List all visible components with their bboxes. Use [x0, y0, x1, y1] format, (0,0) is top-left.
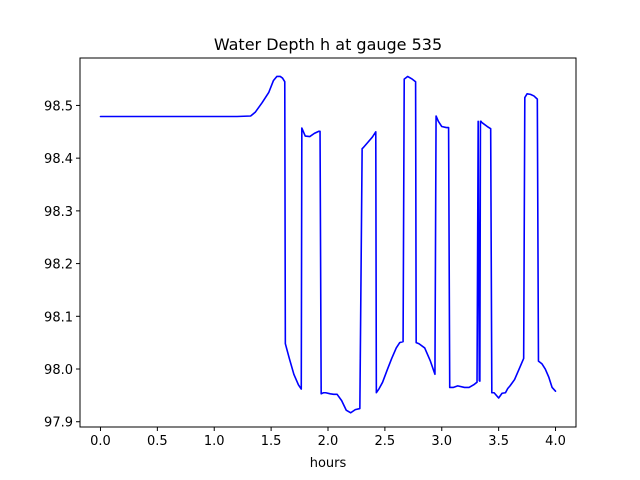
- x-tick-label: 3.5: [488, 434, 509, 449]
- y-tick-label: 98.2: [44, 258, 73, 273]
- series-line: [99, 75, 557, 414]
- x-axis-label: hours: [310, 456, 347, 471]
- y-tick-label: 97.9: [44, 416, 73, 431]
- x-tick-label: 0.5: [147, 434, 168, 449]
- y-tick-label: 98.1: [44, 310, 73, 325]
- chart-title: Water Depth h at gauge 535: [214, 35, 442, 54]
- y-tick-label: 98.3: [44, 205, 73, 220]
- series-layer: [99, 75, 557, 414]
- x-tick-label: 1.5: [261, 434, 282, 449]
- x-tick-label: 0.0: [90, 434, 111, 449]
- x-axis: 0.0 0.5 1.0 1.5 2.0 2.5 3.0 3.5 4.0: [90, 427, 566, 449]
- x-tick-label: 4.0: [545, 434, 566, 449]
- y-axis: 97.9 98.0 98.1 98.2 98.3 98.4 98.5: [44, 99, 80, 431]
- y-tick-label: 98.0: [44, 363, 73, 378]
- x-tick-label: 3.0: [431, 434, 452, 449]
- y-tick-label: 98.4: [44, 152, 73, 167]
- y-tick-label: 98.5: [44, 99, 73, 114]
- x-tick-label: 2.5: [375, 434, 396, 449]
- x-tick-label: 2.0: [318, 434, 339, 449]
- x-tick-label: 1.0: [204, 434, 225, 449]
